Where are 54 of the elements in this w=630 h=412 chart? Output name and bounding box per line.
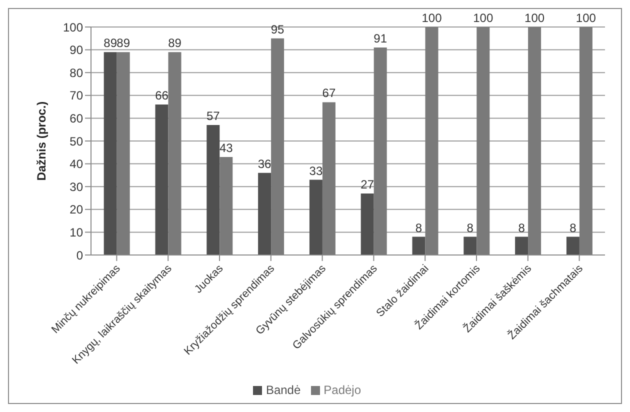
y-tick-label: 100	[62, 20, 84, 34]
data-label: 67	[322, 86, 336, 100]
y-tick-label: 20	[70, 202, 84, 217]
bar	[579, 27, 592, 255]
data-label: 8	[518, 220, 526, 235]
bar	[116, 52, 130, 255]
data-label: 57	[206, 109, 220, 124]
bar	[360, 193, 374, 255]
data-label: 100	[524, 11, 545, 25]
bar	[566, 236, 580, 255]
y-tick-label: 80	[70, 66, 84, 80]
data-label: 89	[168, 36, 182, 50]
data-label: 33	[309, 164, 323, 178]
bar	[104, 52, 117, 255]
bar	[374, 48, 387, 255]
bar	[309, 180, 322, 255]
data-label: 100	[422, 11, 442, 25]
y-tick-label: 50	[70, 134, 84, 148]
legend-label: Padėjo	[324, 383, 362, 397]
data-label: 8	[570, 220, 577, 235]
legend-label: Bandė	[266, 383, 301, 397]
y-tick-label: 70	[70, 88, 84, 103]
bar	[155, 104, 168, 255]
y-tick-label: 10	[70, 225, 84, 240]
data-label: 66	[155, 88, 169, 103]
bar	[515, 236, 528, 255]
bar	[206, 125, 220, 255]
bar	[412, 236, 426, 255]
bar	[258, 172, 272, 255]
bar	[476, 27, 490, 255]
bar	[425, 27, 438, 255]
bar	[168, 52, 182, 255]
bar	[271, 38, 284, 255]
data-label: 8	[415, 220, 422, 235]
data-label: 43	[219, 140, 234, 155]
data-label: 36	[258, 156, 272, 171]
bar	[322, 102, 336, 255]
bar	[528, 27, 542, 255]
bar	[220, 156, 233, 255]
data-label: 89	[116, 36, 130, 50]
y-tick-label: 60	[70, 111, 84, 126]
y-tick-label: 90	[70, 43, 84, 58]
y-tick-label: 40	[70, 157, 84, 172]
data-label: 27	[360, 177, 374, 192]
y-tick-label: 30	[70, 180, 84, 194]
y-axis-title: Dažnis (proc.)	[34, 101, 48, 181]
data-label: 91	[374, 32, 388, 46]
data-label: 89	[104, 36, 118, 50]
data-label: 8	[466, 220, 474, 235]
y-tick-label: 0	[76, 248, 84, 262]
bar	[464, 236, 477, 255]
data-label: 100	[473, 11, 494, 25]
data-label: 100	[576, 11, 596, 25]
data-label: 95	[270, 22, 285, 36]
